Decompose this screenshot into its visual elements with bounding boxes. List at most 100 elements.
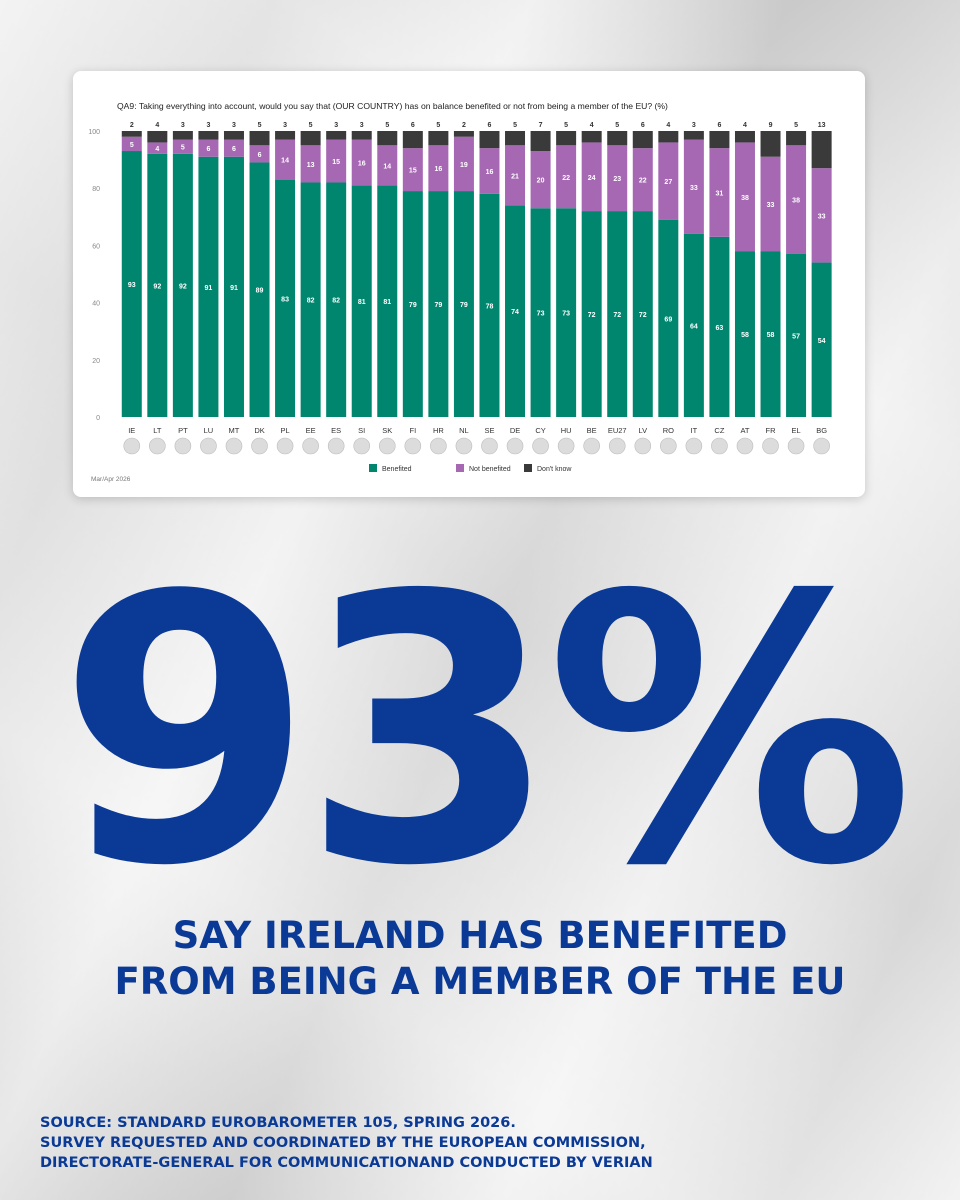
label-dont-know: 3 bbox=[692, 122, 696, 129]
bar-benefited-sk bbox=[377, 185, 398, 417]
category-label: DE bbox=[510, 426, 520, 435]
label-dont-know: 5 bbox=[258, 122, 262, 129]
bar-not-benefited-de bbox=[505, 145, 526, 206]
bar-dont-know-hr bbox=[428, 131, 449, 146]
bar-benefited-se bbox=[479, 193, 500, 417]
label-dont-know: 3 bbox=[360, 122, 364, 129]
label-dont-know: 6 bbox=[488, 122, 492, 129]
label-dont-know: 3 bbox=[181, 122, 185, 129]
legend-swatch bbox=[456, 464, 464, 472]
label-not-benefited: 14 bbox=[383, 163, 391, 170]
label-benefited: 63 bbox=[716, 325, 724, 332]
label-dont-know: 4 bbox=[743, 122, 747, 129]
category-label: LT bbox=[153, 426, 162, 435]
label-not-benefited: 33 bbox=[767, 202, 775, 209]
label-not-benefited: 31 bbox=[716, 190, 724, 197]
legend-swatch bbox=[524, 464, 532, 472]
bar-not-benefited-be bbox=[581, 142, 602, 212]
bar-benefited-hr bbox=[428, 191, 449, 417]
bar-benefited-hu bbox=[556, 208, 577, 417]
label-dont-know: 4 bbox=[666, 122, 670, 129]
bar-benefited-fr bbox=[760, 251, 781, 417]
bar-dont-know-bg bbox=[811, 131, 832, 169]
legend-label: Benefited bbox=[382, 466, 412, 473]
category-label: HR bbox=[433, 426, 444, 435]
bar-benefited-eu27 bbox=[607, 211, 628, 417]
bar-dont-know-cz bbox=[709, 131, 730, 149]
flag-sk-icon bbox=[378, 437, 396, 455]
bar-benefited-pt bbox=[172, 153, 193, 417]
label-not-benefited: 5 bbox=[181, 145, 185, 152]
bar-dont-know-hu bbox=[556, 131, 577, 146]
flag-el-icon bbox=[787, 437, 805, 455]
category-label: SK bbox=[382, 426, 392, 435]
bar-not-benefited-ro bbox=[658, 142, 679, 220]
bar-not-benefited-hu bbox=[556, 145, 577, 209]
label-not-benefited: 6 bbox=[232, 146, 236, 153]
label-not-benefited: 33 bbox=[818, 213, 826, 220]
bar-dont-know-mt bbox=[223, 131, 244, 140]
category-label: NL bbox=[459, 426, 469, 435]
label-dont-know: 6 bbox=[411, 122, 415, 129]
bar-benefited-lu bbox=[198, 156, 219, 417]
label-dont-know: 4 bbox=[155, 122, 159, 129]
label-benefited: 82 bbox=[332, 298, 340, 305]
label-not-benefited: 19 bbox=[460, 162, 468, 169]
category-label: FR bbox=[766, 426, 777, 435]
bar-not-benefited-nl bbox=[453, 136, 474, 192]
flag-hu-icon bbox=[557, 437, 575, 455]
bar-dont-know-fi bbox=[402, 131, 423, 149]
bar-not-benefited-cy bbox=[530, 151, 551, 209]
label-dont-know: 3 bbox=[334, 122, 338, 129]
category-label: PL bbox=[280, 426, 289, 435]
bar-benefited-it bbox=[683, 233, 704, 417]
bar-not-benefited-pt bbox=[172, 139, 193, 154]
stacked-bar-chart: 0204060801009352IE9244LT9253PT9163LU9163… bbox=[88, 122, 832, 473]
category-label: MT bbox=[229, 426, 240, 435]
category-label: AT bbox=[740, 426, 749, 435]
bar-not-benefited-it bbox=[683, 139, 704, 234]
category-label: BG bbox=[816, 426, 827, 435]
label-benefited: 83 bbox=[281, 296, 289, 303]
y-tick-label: 20 bbox=[92, 358, 100, 365]
bar-benefited-de bbox=[505, 205, 526, 417]
category-label: EL bbox=[791, 426, 800, 435]
bar-not-benefited-lt bbox=[147, 142, 168, 154]
bar-dont-know-sk bbox=[377, 131, 398, 146]
chart-card: QA9: Taking everything into account, wou… bbox=[73, 71, 865, 497]
label-benefited: 81 bbox=[358, 299, 366, 306]
label-benefited: 79 bbox=[460, 302, 468, 309]
flag-lu-icon bbox=[200, 437, 217, 455]
bar-not-benefited-bg bbox=[811, 168, 832, 263]
flag-ro-icon bbox=[660, 437, 677, 455]
label-benefited: 79 bbox=[409, 302, 417, 309]
category-label: LV bbox=[638, 426, 647, 435]
bar-not-benefited-hr bbox=[428, 145, 449, 192]
bar-dont-know-it bbox=[683, 131, 704, 140]
label-benefited: 92 bbox=[153, 283, 161, 290]
bar-not-benefited-lv bbox=[632, 148, 653, 212]
bar-not-benefited-se bbox=[479, 148, 500, 194]
label-dont-know: 7 bbox=[539, 122, 543, 129]
label-not-benefited: 33 bbox=[690, 185, 698, 192]
label-dont-know: 6 bbox=[641, 122, 645, 129]
bar-benefited-fi bbox=[402, 191, 423, 417]
category-label: CZ bbox=[714, 426, 724, 435]
bar-benefited-lt bbox=[147, 153, 168, 417]
chart-footnote: Mar/Apr 2026 bbox=[91, 476, 131, 483]
flag-lv-icon bbox=[634, 437, 652, 455]
source-line-2: SURVEY REQUESTED AND COORDINATED BY THE … bbox=[40, 1135, 646, 1151]
bar-dont-know-dk bbox=[249, 131, 270, 146]
label-dont-know: 5 bbox=[385, 122, 389, 129]
label-benefited: 91 bbox=[230, 285, 238, 292]
bar-benefited-ie bbox=[121, 151, 142, 417]
bar-dont-know-ie bbox=[121, 131, 142, 137]
headline-percentage: 93% bbox=[57, 517, 915, 946]
flag-nl-icon bbox=[455, 437, 473, 455]
bar-dont-know-cy bbox=[530, 131, 551, 152]
y-tick-label: 100 bbox=[88, 129, 100, 136]
label-benefited: 89 bbox=[256, 288, 264, 295]
bar-benefited-el bbox=[786, 253, 807, 417]
flag-es-icon bbox=[327, 437, 345, 455]
category-label: DK bbox=[254, 426, 264, 435]
